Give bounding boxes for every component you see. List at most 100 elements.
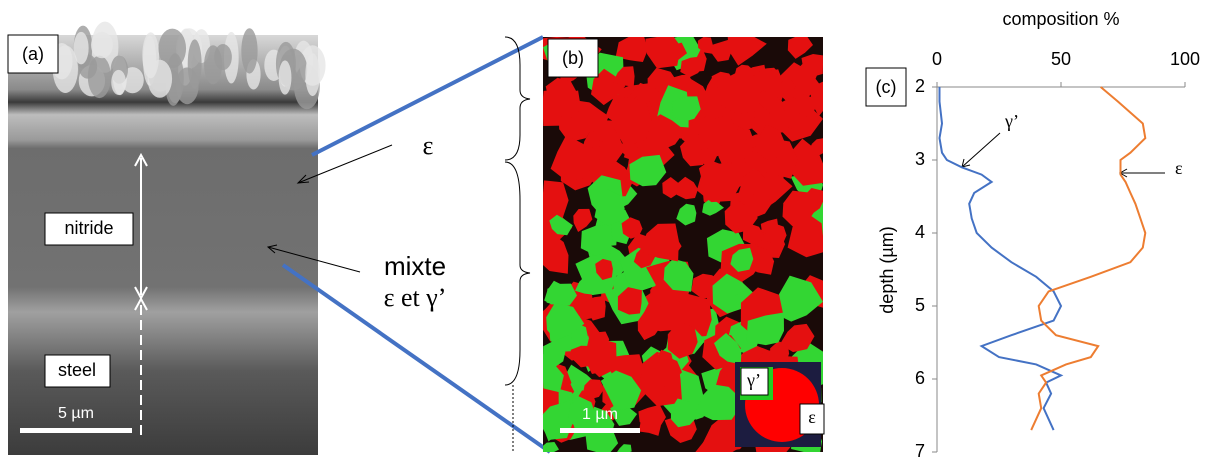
grain [543,229,569,274]
mixte-label: mixte [384,251,446,281]
grain [600,370,642,411]
grain [550,135,592,181]
grains [543,37,823,452]
grain [595,258,613,280]
scale-bar [560,428,640,433]
y-tick-label: 3 [915,149,925,169]
grain [676,176,698,200]
scale-bar [20,428,132,433]
panel-label: (c) [876,77,897,97]
grain [586,295,606,321]
grain [697,37,713,54]
label-box [44,354,111,388]
panel-b: (b) 1 µm γ’ ε [543,37,825,452]
y-tick-label: 6 [915,368,925,388]
grain [788,138,823,186]
crystal [241,28,258,74]
grain [765,223,787,244]
grain [637,312,662,341]
grain [573,208,593,232]
arrowhead [134,296,148,311]
crystal [158,28,187,69]
panel-c: (c) composition % depth (µm) γ’ ε 0 50 100… [865,9,1200,461]
grain [730,247,754,272]
steel-label: steel [58,360,96,380]
grain [717,71,761,115]
crystal [73,31,89,65]
grain [568,396,596,429]
crystal [52,45,79,93]
crystal [305,53,320,97]
grain [718,127,743,148]
crystal [278,60,292,95]
label-box [547,38,599,78]
grain [580,224,613,256]
grain [796,94,817,118]
label-box [44,212,134,246]
grain [784,110,802,131]
series-line [938,87,1064,431]
x-tick-label: 100 [1170,49,1200,69]
grain [810,81,823,117]
y-tick-label: 4 [915,222,925,242]
panel-label: (b) [562,48,584,68]
grain [746,312,784,346]
annotation: γ’ [1004,111,1019,131]
grain [801,54,823,77]
pointer [267,246,361,273]
crystal [204,45,223,85]
grain [546,302,585,341]
grain [594,189,625,226]
grain [671,96,701,122]
scale-label: 5 µm [58,405,94,422]
crystal [111,69,126,95]
label-box [865,67,907,107]
pointer [297,144,393,184]
grain [698,147,718,165]
grain [663,258,694,292]
zoom-line [281,263,552,454]
annotation: ε [1175,158,1183,178]
grain [779,323,815,353]
grain [609,96,652,147]
label-box [7,34,59,74]
x-axis-title: composition % [1002,9,1119,29]
panel-a: (a) nitride steel 5 µm [7,21,326,455]
grain [710,39,732,62]
label-box [740,367,769,396]
grain [673,74,693,90]
grain [578,102,609,133]
pointer [961,132,1001,168]
legend-epsilon: ε [808,407,816,427]
brace [504,161,531,386]
grain [546,283,577,306]
zoom-line [311,35,544,157]
grain [638,404,666,429]
crystal-texture [51,21,326,110]
y-tick-label: 7 [915,441,925,461]
grain [543,180,569,223]
grain [555,97,581,119]
grain [629,154,667,187]
grain [617,444,632,452]
grain [695,384,744,421]
legend-gamma: γ’ [746,370,761,390]
grain [729,204,758,230]
grain [714,333,742,365]
crystal [90,31,113,59]
grain [543,353,564,393]
grain [615,37,649,62]
grain [654,349,674,373]
grain [803,188,823,215]
grain [621,217,643,239]
grain [582,379,605,400]
grain [702,199,724,216]
y-tick-label: 5 [915,295,925,315]
panel-label: (a) [22,44,44,64]
arrowhead [266,244,278,254]
grain [773,275,823,322]
grain [727,37,767,66]
series-line [1030,86,1147,431]
grain [612,66,635,87]
